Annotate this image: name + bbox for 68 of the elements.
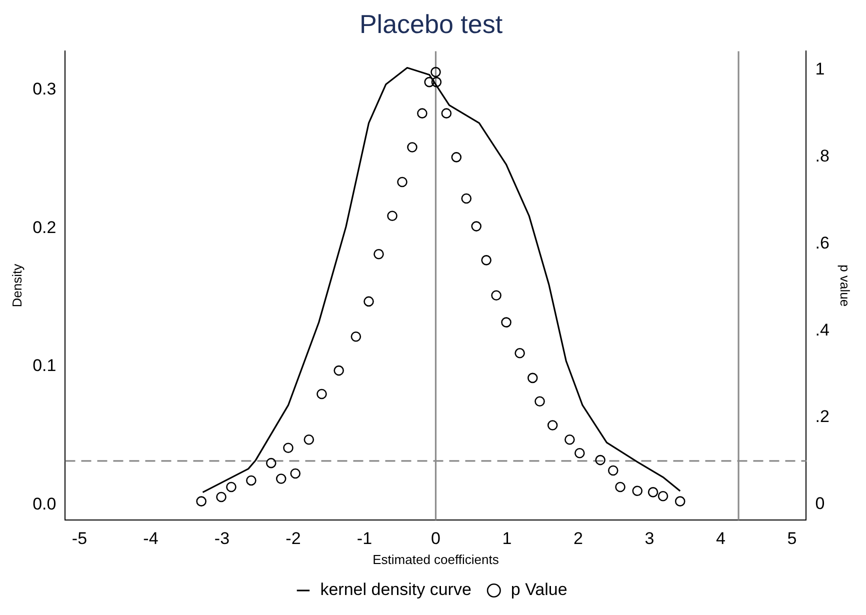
point <box>547 420 558 430</box>
x-tick-label: 5 <box>787 528 797 548</box>
point <box>334 365 344 376</box>
point <box>316 388 327 400</box>
y2-axis-title: p value <box>838 264 853 307</box>
point <box>514 348 525 358</box>
x-tick-label: -1 <box>356 528 372 548</box>
point <box>608 465 618 476</box>
point <box>471 221 482 232</box>
point <box>417 108 428 118</box>
y-tick-label: 0.1 <box>32 356 56 376</box>
x-axis-title: Estimated coefficients <box>372 552 500 567</box>
x-tick-label: -4 <box>143 528 158 548</box>
point <box>304 434 314 445</box>
y-tick-label: 0.3 <box>32 80 56 99</box>
point <box>481 255 492 266</box>
point <box>632 486 643 496</box>
point <box>290 468 301 479</box>
point <box>501 317 512 328</box>
x-tick-label: 0 <box>430 528 440 548</box>
y-tick-label: 0.0 <box>32 494 56 514</box>
x-tick-label: 3 <box>644 528 654 548</box>
point <box>350 332 362 342</box>
legend-label: p Value <box>510 580 568 600</box>
point <box>216 492 226 502</box>
point <box>246 475 256 486</box>
y2-tick-label: .6 <box>815 233 830 252</box>
point <box>658 490 668 502</box>
point <box>364 296 374 307</box>
x-tick-label: 1 <box>502 528 512 548</box>
point <box>387 210 398 222</box>
point <box>674 496 686 506</box>
point <box>615 482 626 492</box>
y2-tick-label: .4 <box>815 320 830 340</box>
x-tick-label: 4 <box>716 528 726 548</box>
point <box>424 76 434 88</box>
point <box>196 496 206 506</box>
point <box>407 142 418 152</box>
point <box>374 248 384 260</box>
point <box>283 442 294 454</box>
point <box>491 290 502 301</box>
point <box>397 176 408 188</box>
y2-tick-label: .8 <box>815 146 830 166</box>
y2-tick-label: 1 <box>815 60 825 79</box>
point <box>648 487 658 498</box>
point <box>430 66 441 78</box>
point <box>431 76 442 88</box>
x-tick-label: 2 <box>573 528 583 548</box>
point <box>574 448 585 458</box>
legend-label: kernel density curve <box>320 580 472 600</box>
point <box>564 434 575 445</box>
x-tick-label: -2 <box>286 528 301 548</box>
point <box>266 458 276 468</box>
point <box>595 454 606 466</box>
y2-tick-label: 0 <box>815 494 825 514</box>
y-axis-title: Density <box>9 263 24 308</box>
point <box>534 396 545 407</box>
x-tick-label: -5 <box>72 528 88 548</box>
point <box>527 372 538 384</box>
point <box>226 482 236 492</box>
chart-title: Placebo test <box>359 8 504 39</box>
point <box>441 108 452 118</box>
point <box>276 474 286 484</box>
point <box>461 193 472 204</box>
y2-tick-label: .2 <box>815 407 830 426</box>
x-tick-label: -3 <box>214 528 230 548</box>
y-tick-label: 0.2 <box>32 218 56 237</box>
point <box>451 152 462 162</box>
